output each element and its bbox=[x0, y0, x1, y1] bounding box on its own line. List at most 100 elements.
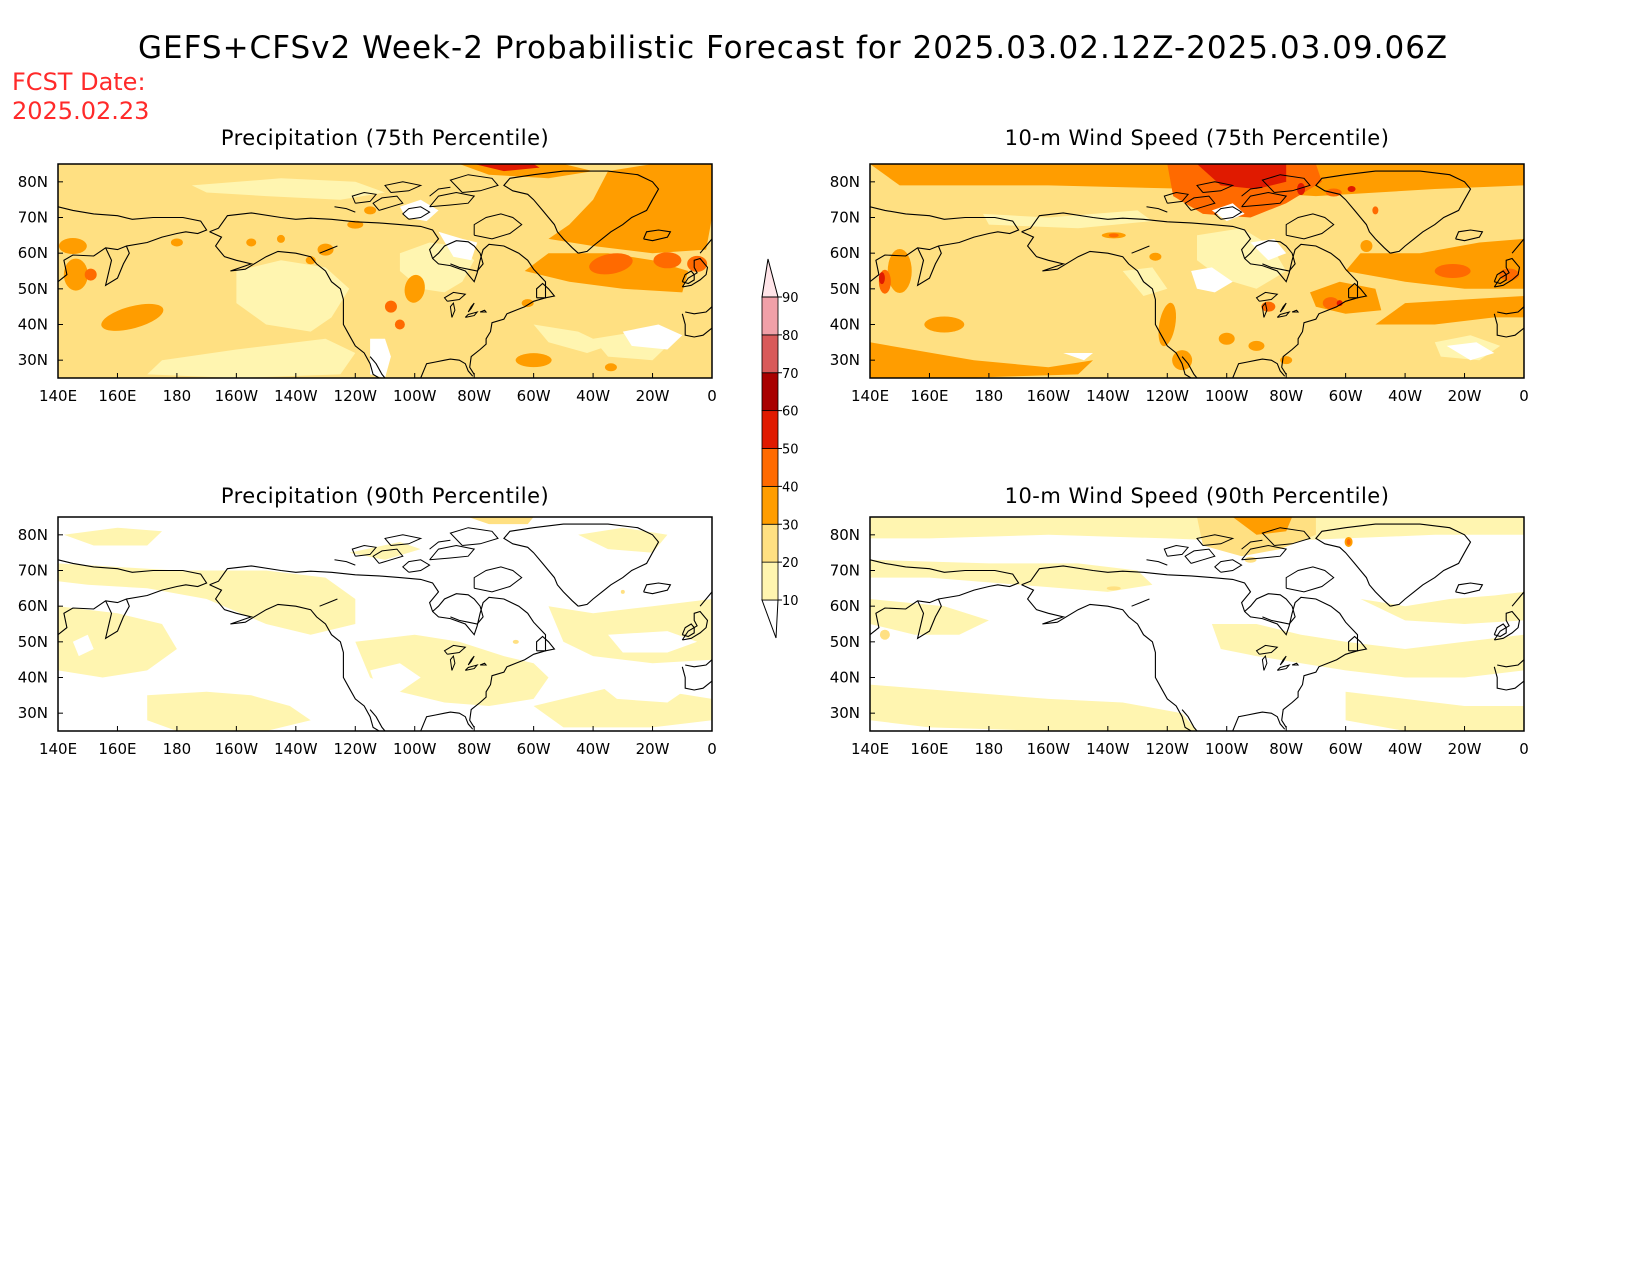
lon-tick-label: 120W bbox=[334, 740, 378, 758]
lon-tick-label: 100W bbox=[393, 387, 437, 405]
map-frame bbox=[57, 163, 713, 379]
lon-tick-label: 20W bbox=[1448, 740, 1482, 758]
lon-tick-label: 140W bbox=[274, 387, 318, 405]
map-frame bbox=[869, 516, 1525, 732]
map-panel-wind-75: 140E 160E 180 160W 140W 120W 100W 80W 60W 40W 20W 0… bbox=[830, 163, 1529, 405]
lon-tick-label: 80W bbox=[457, 387, 491, 405]
main-title: GEFS+CFSv2 Week-2 Probabilistic Forecast… bbox=[138, 30, 1449, 66]
lon-tick-label: 0 bbox=[707, 740, 717, 758]
coastlines bbox=[58, 170, 712, 378]
lat-tick-label: 40N bbox=[18, 316, 48, 334]
fcst-date-block: FCST Date: 2025.02.23 bbox=[12, 68, 149, 126]
lon-tick-label: 80W bbox=[1269, 740, 1303, 758]
lat-tick-label: 80N bbox=[18, 173, 48, 191]
lat-tick-label: 70N bbox=[830, 209, 860, 227]
probability-field-wind-75 bbox=[870, 164, 1524, 378]
lat-tick-label: 40N bbox=[830, 316, 860, 334]
colorbar-segment bbox=[761, 296, 779, 336]
lon-tick-label: 160E bbox=[910, 740, 948, 758]
lat-tick-label: 30N bbox=[830, 351, 860, 369]
lon-tick-label: 140W bbox=[274, 740, 318, 758]
lat-tick-label: 60N bbox=[18, 597, 48, 615]
colorbar-label: 90 bbox=[782, 291, 799, 306]
lon-tick-label: 60W bbox=[1329, 740, 1363, 758]
lon-tick-label: 140E bbox=[851, 740, 889, 758]
lon-tick-label: 80W bbox=[457, 740, 491, 758]
lon-tick-label: 80W bbox=[1269, 387, 1303, 405]
lon-tick-label: 160W bbox=[215, 740, 259, 758]
lat-tick-label: 50N bbox=[18, 280, 48, 298]
map-panel-precip-90: 140E 160E 180 160W 140W 120W 100W 80W 60W 40W 20W 0… bbox=[18, 516, 717, 758]
lon-tick-label: 20W bbox=[1448, 387, 1482, 405]
lon-tick-label: 180 bbox=[163, 740, 192, 758]
probability-field-precip-75 bbox=[58, 164, 712, 378]
colorbar-upper-extension bbox=[761, 258, 779, 298]
lat-tick-label: 50N bbox=[830, 633, 860, 651]
colorbar-segment bbox=[761, 410, 779, 449]
lon-tick-label: 100W bbox=[1205, 740, 1249, 758]
colorbar-label: 10 bbox=[782, 594, 799, 609]
lat-tick-label: 50N bbox=[830, 280, 860, 298]
lat-tick-label: 40N bbox=[830, 669, 860, 687]
lat-tick-label: 50N bbox=[18, 633, 48, 651]
colorbar-segment bbox=[761, 448, 779, 487]
lon-tick-label: 160W bbox=[1027, 740, 1071, 758]
lon-tick-label: 180 bbox=[163, 387, 192, 405]
lon-tick-label: 40W bbox=[1388, 740, 1422, 758]
lon-tick-label: 140E bbox=[39, 387, 77, 405]
panel-title-wind-90: 10-m Wind Speed (90th Percentile) bbox=[1004, 484, 1390, 508]
lon-tick-label: 160W bbox=[215, 387, 259, 405]
lon-tick-label: 140E bbox=[39, 740, 77, 758]
lon-tick-label: 140W bbox=[1086, 740, 1130, 758]
map-frame bbox=[57, 516, 713, 732]
lon-tick-label: 180 bbox=[975, 387, 1004, 405]
fcst-date-label: FCST Date: bbox=[12, 68, 146, 96]
lon-tick-label: 140E bbox=[851, 387, 889, 405]
probability-field-precip-90 bbox=[58, 517, 712, 731]
colorbar-segment bbox=[761, 485, 779, 525]
lat-tick-label: 70N bbox=[830, 562, 860, 580]
colorbar-label: 20 bbox=[782, 556, 799, 571]
colorbar-label: 50 bbox=[782, 443, 799, 458]
colorbar-segment bbox=[761, 523, 779, 563]
colorbar-segment bbox=[761, 561, 779, 601]
fcst-date-value: 2025.02.23 bbox=[12, 97, 150, 125]
coastlines bbox=[870, 170, 1524, 378]
map-frame bbox=[869, 163, 1525, 379]
lat-tick-label: 60N bbox=[18, 244, 48, 262]
coastlines bbox=[58, 523, 712, 731]
panel-title-precip-90: Precipitation (90th Percentile) bbox=[220, 484, 550, 508]
map-panel-wind-90: 140E 160E 180 160W 140W 120W 100W 80W 60W 40W 20W 0… bbox=[830, 516, 1529, 758]
lon-tick-label: 120W bbox=[1146, 740, 1190, 758]
lon-tick-label: 60W bbox=[1329, 387, 1363, 405]
colorbar-lower-extension bbox=[761, 599, 779, 639]
lon-tick-label: 120W bbox=[1146, 387, 1190, 405]
lon-tick-label: 160W bbox=[1027, 387, 1071, 405]
colorbar: 10 20 30 40 50 60 70 80 90 bbox=[761, 258, 799, 639]
lon-tick-label: 160E bbox=[910, 387, 948, 405]
lat-tick-label: 80N bbox=[830, 173, 860, 191]
lon-tick-label: 180 bbox=[975, 740, 1004, 758]
lon-tick-label: 100W bbox=[393, 740, 437, 758]
lon-tick-label: 20W bbox=[636, 740, 670, 758]
lon-tick-label: 0 bbox=[1519, 740, 1529, 758]
lon-tick-label: 60W bbox=[517, 387, 551, 405]
lon-tick-label: 60W bbox=[517, 740, 551, 758]
lat-tick-label: 70N bbox=[18, 562, 48, 580]
lat-tick-label: 30N bbox=[18, 704, 48, 722]
colorbar-segment bbox=[761, 334, 779, 374]
lat-tick-label: 80N bbox=[18, 526, 48, 544]
colorbar-label: 30 bbox=[782, 518, 799, 533]
lat-tick-label: 30N bbox=[830, 704, 860, 722]
coastlines bbox=[870, 523, 1524, 731]
lat-tick-label: 60N bbox=[830, 597, 860, 615]
colorbar-segment bbox=[761, 372, 779, 412]
lat-tick-label: 70N bbox=[18, 209, 48, 227]
colorbar-label: 80 bbox=[782, 329, 799, 344]
panel-title-precip-75: Precipitation (75th Percentile) bbox=[220, 126, 550, 150]
colorbar-label: 60 bbox=[782, 405, 799, 420]
lon-tick-label: 0 bbox=[1519, 387, 1529, 405]
lon-tick-label: 40W bbox=[576, 740, 610, 758]
lat-tick-label: 40N bbox=[18, 669, 48, 687]
